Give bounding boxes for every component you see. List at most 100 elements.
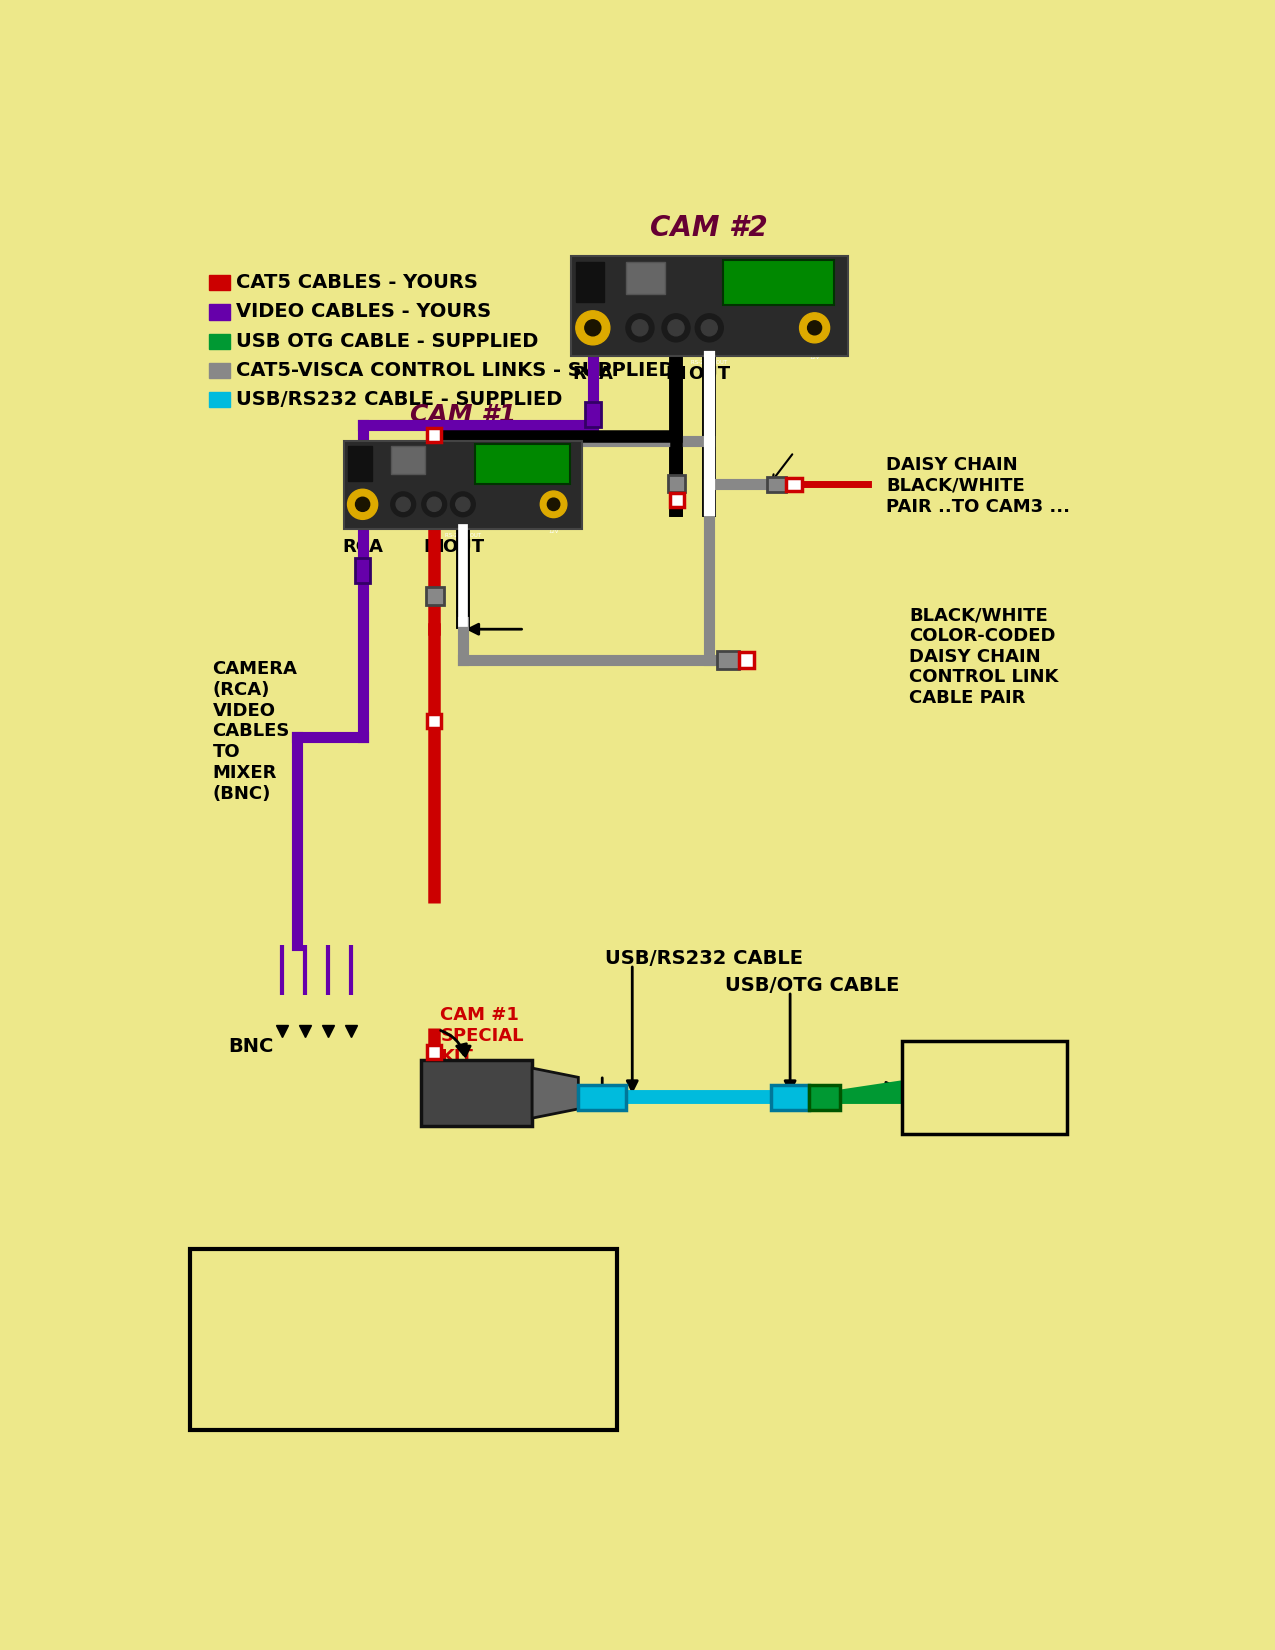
Text: CamRobot Android App: CamRobot Android App bbox=[249, 1270, 558, 1295]
Bar bbox=[787, 477, 802, 492]
Circle shape bbox=[632, 320, 648, 337]
Text: DC IN ◆◆◆
12V: DC IN ◆◆◆ 12V bbox=[799, 348, 829, 360]
Bar bbox=[626, 262, 664, 294]
Bar bbox=[209, 304, 231, 320]
Circle shape bbox=[547, 498, 560, 510]
Bar bbox=[343, 441, 583, 530]
Bar bbox=[426, 587, 444, 606]
Bar bbox=[810, 1086, 840, 1110]
Circle shape bbox=[356, 497, 370, 512]
Circle shape bbox=[701, 320, 718, 337]
Text: VIDEO: VIDEO bbox=[579, 348, 607, 358]
Text: CAMERA
(RCA)
VIDEO
CABLES
TO
MIXER
(BNC): CAMERA (RCA) VIDEO CABLES TO MIXER (BNC) bbox=[213, 660, 297, 804]
Bar bbox=[771, 1086, 810, 1110]
Bar bbox=[209, 393, 231, 408]
Bar bbox=[576, 262, 604, 302]
Text: (c) 2013 by D. Wolf: (c) 2013 by D. Wolf bbox=[275, 1394, 530, 1417]
Bar bbox=[427, 1044, 441, 1059]
Text: DC IN: DC IN bbox=[802, 348, 826, 358]
Text: IN: IN bbox=[423, 538, 445, 556]
Bar bbox=[717, 650, 738, 670]
Text: IR SELECT: IR SELECT bbox=[491, 465, 521, 470]
Text: 1 2 3 4 5 6 7 8 9: 1 2 3 4 5 6 7 8 9 bbox=[500, 446, 541, 450]
Text: CAM #1: CAM #1 bbox=[409, 403, 516, 427]
Text: S VIDEO: S VIDEO bbox=[386, 523, 421, 531]
Circle shape bbox=[799, 314, 830, 343]
Bar bbox=[669, 493, 683, 507]
Bar bbox=[354, 558, 370, 582]
Text: BNC: BNC bbox=[228, 1038, 273, 1056]
Text: DC IN: DC IN bbox=[542, 523, 566, 531]
Text: VISCA RS-422: VISCA RS-422 bbox=[501, 487, 543, 492]
Text: VISCA: VISCA bbox=[700, 348, 718, 353]
Text: BLACK/WHITE
COLOR-CODED
DAISY CHAIN
CONTROL LINK
CABLE PAIR: BLACK/WHITE COLOR-CODED DAISY CHAIN CONT… bbox=[909, 606, 1058, 708]
Bar bbox=[474, 444, 570, 483]
Text: RS-232C OUT: RS-232C OUT bbox=[691, 360, 727, 365]
Bar bbox=[421, 1061, 532, 1125]
Text: RCA: RCA bbox=[342, 538, 382, 556]
Text: S VIDEO: S VIDEO bbox=[622, 348, 658, 358]
Circle shape bbox=[391, 492, 416, 516]
Bar bbox=[768, 477, 787, 492]
Text: IN: IN bbox=[430, 523, 439, 531]
Circle shape bbox=[668, 320, 683, 337]
Text: USB OTG CABLE - SUPPLIED: USB OTG CABLE - SUPPLIED bbox=[236, 332, 539, 351]
Bar bbox=[579, 1086, 626, 1110]
Text: RCA: RCA bbox=[572, 365, 613, 383]
Text: USB/RS232 CABLE: USB/RS232 CABLE bbox=[606, 949, 803, 969]
Bar bbox=[571, 256, 848, 356]
Circle shape bbox=[695, 314, 723, 342]
Text: IN: IN bbox=[666, 365, 687, 383]
Text: Android
Tablet
or
Phone: Android Tablet or Phone bbox=[941, 1044, 1028, 1130]
Circle shape bbox=[626, 314, 654, 342]
Text: RS-232C OUT: RS-232C OUT bbox=[445, 533, 481, 538]
Text: DAISY CHAIN
BLACK/WHITE
PAIR ..TO CAM3 ...: DAISY CHAIN BLACK/WHITE PAIR ..TO CAM3 .… bbox=[886, 455, 1071, 515]
Circle shape bbox=[807, 320, 821, 335]
Text: VISCA RS-422: VISCA RS-422 bbox=[757, 309, 799, 314]
Circle shape bbox=[422, 492, 446, 516]
Circle shape bbox=[427, 497, 441, 512]
Polygon shape bbox=[532, 1068, 579, 1119]
Text: VIDEO CABLES - YOURS: VIDEO CABLES - YOURS bbox=[236, 302, 492, 322]
Bar bbox=[391, 446, 425, 474]
Text: 1  2  3: 1 2 3 bbox=[399, 447, 417, 452]
Text: IMAGE FLIP: IMAGE FLIP bbox=[393, 465, 427, 470]
Circle shape bbox=[450, 492, 476, 516]
Circle shape bbox=[541, 492, 567, 518]
Text: VIDEO: VIDEO bbox=[349, 523, 376, 531]
Bar bbox=[427, 429, 441, 442]
Bar bbox=[427, 714, 441, 728]
Text: CAM #1
SPECIAL
KIT: CAM #1 SPECIAL KIT bbox=[440, 1006, 524, 1066]
Bar bbox=[901, 1041, 1067, 1134]
Text: USB/RS232 CABLE - SUPPLIED: USB/RS232 CABLE - SUPPLIED bbox=[236, 391, 562, 409]
Bar bbox=[585, 403, 601, 427]
Circle shape bbox=[576, 310, 609, 345]
Circle shape bbox=[455, 497, 470, 512]
Text: VISCA: VISCA bbox=[454, 523, 472, 528]
Bar bbox=[668, 475, 685, 492]
Bar bbox=[190, 1249, 617, 1431]
Text: DC IN ◆◆◆
12V: DC IN ◆◆◆ 12V bbox=[539, 523, 569, 533]
Text: 1 2 3 4 5 6 7 8 9: 1 2 3 4 5 6 7 8 9 bbox=[755, 261, 797, 266]
Bar bbox=[209, 363, 231, 378]
Text: IR SELECT: IR SELECT bbox=[743, 284, 775, 289]
Text: Sony PTZ Camera Control: Sony PTZ Camera Control bbox=[233, 1310, 574, 1335]
Text: CAT5 CABLES - YOURS: CAT5 CABLES - YOURS bbox=[236, 274, 478, 292]
Bar bbox=[723, 259, 834, 305]
Text: OUT: OUT bbox=[688, 365, 731, 383]
Text: CAT5-VISCA CONTROL LINKS - SUPPLIED: CAT5-VISCA CONTROL LINKS - SUPPLIED bbox=[236, 361, 674, 380]
Bar bbox=[209, 276, 231, 290]
Text: USB/OTG CABLE: USB/OTG CABLE bbox=[724, 975, 899, 995]
Circle shape bbox=[348, 490, 377, 520]
Text: IN: IN bbox=[672, 348, 681, 358]
Circle shape bbox=[585, 320, 601, 337]
Bar bbox=[348, 446, 372, 482]
Bar bbox=[209, 333, 231, 348]
Bar bbox=[738, 652, 754, 668]
Text: CAM #2: CAM #2 bbox=[650, 214, 768, 243]
Text: IMAGE FLIP: IMAGE FLIP bbox=[631, 284, 666, 289]
Text: Connections Diagram: Connections Diagram bbox=[261, 1353, 546, 1378]
Circle shape bbox=[662, 314, 690, 342]
Text: 1  2  3: 1 2 3 bbox=[636, 264, 654, 269]
Text: OUT: OUT bbox=[442, 538, 484, 556]
